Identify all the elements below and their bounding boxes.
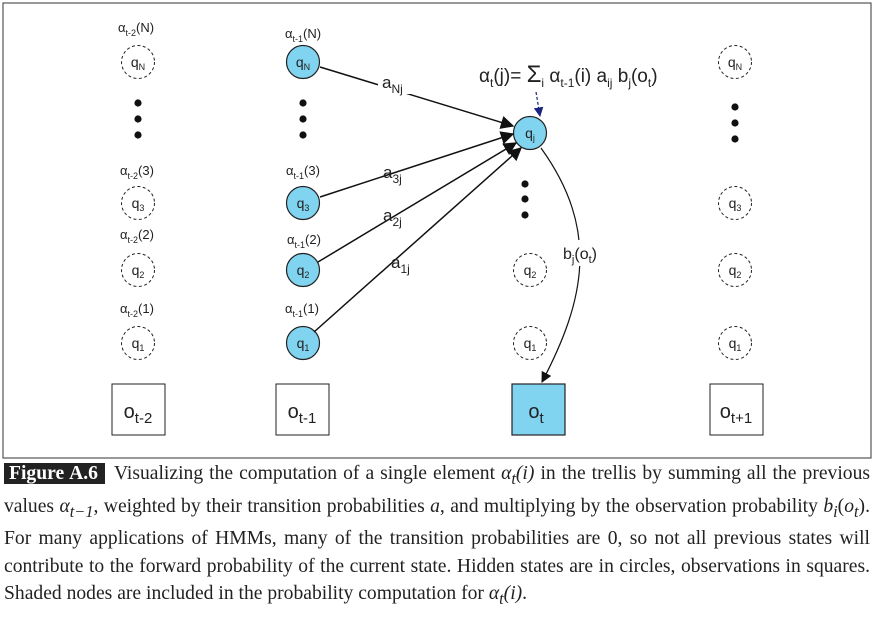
diagram-frame bbox=[2, 2, 872, 459]
observation-label: ot-1 bbox=[288, 401, 317, 427]
state-label: q3 bbox=[297, 195, 310, 213]
ellipsis-dots bbox=[521, 180, 529, 219]
column-t-1: αt-1(N) qN αt-1(3) q3 αt-1(2) q2 αt-1(1)… bbox=[275, 26, 330, 436]
alpha-label: αt-1(3) bbox=[286, 163, 320, 181]
state-label: q2 bbox=[729, 262, 742, 280]
hidden-state-node bbox=[121, 186, 155, 220]
observation-label: ot-2 bbox=[124, 401, 153, 427]
observation-node bbox=[709, 383, 764, 436]
state-label: qj bbox=[525, 125, 535, 143]
hidden-state-node bbox=[718, 45, 752, 79]
transition-label-1j: a1j bbox=[391, 253, 410, 276]
column-t: qj q2 q1 ot bbox=[511, 115, 566, 436]
observation-label: ot bbox=[528, 401, 544, 427]
observation-node bbox=[111, 383, 166, 436]
hidden-state-node-shaded bbox=[285, 44, 321, 80]
hidden-state-node bbox=[121, 45, 155, 79]
emission-label: bj(ot) bbox=[563, 246, 597, 266]
hidden-state-node bbox=[513, 253, 547, 287]
state-label: q3 bbox=[132, 195, 145, 213]
figure-label: Figure A.6 bbox=[4, 463, 105, 484]
forward-formula: αt(j)= Σi αt-1(i) aij bj(ot) bbox=[479, 61, 658, 90]
alpha-label: αt-2(1) bbox=[120, 301, 154, 319]
state-label: q1 bbox=[132, 335, 145, 353]
ellipsis-dots bbox=[731, 103, 739, 143]
hidden-state-node-shaded bbox=[285, 185, 321, 221]
state-label: q1 bbox=[524, 335, 537, 353]
column-t+1: qN q3 q2 q1 ot+1 bbox=[709, 45, 764, 436]
hidden-state-node bbox=[718, 326, 752, 360]
alpha-label: αt-1(1) bbox=[285, 301, 319, 319]
hidden-state-node-shaded bbox=[285, 325, 321, 361]
state-label: qN bbox=[131, 54, 145, 72]
ellipsis-dots bbox=[134, 99, 142, 139]
observation-label: ot+1 bbox=[720, 401, 752, 427]
hidden-state-node bbox=[718, 253, 752, 287]
emission-label-bg bbox=[560, 240, 610, 266]
state-label: q3 bbox=[729, 195, 742, 213]
transition-arrow-Nj bbox=[319, 66, 515, 129]
hidden-state-node bbox=[513, 326, 547, 360]
state-label: q1 bbox=[729, 335, 742, 353]
transition-label-2j: a2j bbox=[383, 206, 402, 229]
hmm-forward-trellis-diagram: αt(j)= Σi αt-1(i) aij bj(ot) αt-2(N) qN … bbox=[2, 2, 872, 459]
state-label: q2 bbox=[524, 262, 537, 280]
observation-node bbox=[275, 383, 330, 436]
figure-caption: Figure A.6 Visualizing the computation of… bbox=[4, 463, 870, 609]
state-label: qN bbox=[296, 54, 310, 72]
ellipsis-dots bbox=[299, 99, 307, 139]
state-label: q2 bbox=[297, 262, 310, 280]
alpha-label: αt-2(N) bbox=[118, 20, 154, 38]
state-label: q1 bbox=[297, 335, 310, 353]
hidden-state-node bbox=[121, 253, 155, 287]
state-label: q2 bbox=[132, 262, 145, 280]
transition-label-Nj: aNj bbox=[382, 73, 403, 96]
transition-arrow-3j bbox=[319, 131, 515, 198]
transition-arrows bbox=[313, 66, 523, 333]
transition-arrow-2j bbox=[317, 142, 518, 263]
formula-pointer-arrow bbox=[533, 91, 544, 117]
hidden-state-node-shaded bbox=[285, 252, 321, 288]
column-t-2: αt-2(N) qN αt-2(3) q3 αt-2(2) q2 αt-2(1)… bbox=[111, 20, 166, 436]
state-label: qN bbox=[728, 54, 742, 72]
alpha-label: αt-1(N) bbox=[285, 26, 321, 44]
transition-label-3j: a3j bbox=[383, 163, 402, 186]
hidden-state-node bbox=[718, 186, 752, 220]
observation-node-shaded bbox=[511, 383, 566, 436]
alpha-label: αt-2(3) bbox=[120, 163, 154, 181]
hidden-state-node bbox=[121, 326, 155, 360]
alpha-label: αt-2(2) bbox=[120, 227, 154, 245]
transition-arrow-1j bbox=[313, 147, 523, 333]
transition-label-bg bbox=[378, 70, 412, 94]
alpha-label: αt-1(2) bbox=[287, 232, 321, 250]
